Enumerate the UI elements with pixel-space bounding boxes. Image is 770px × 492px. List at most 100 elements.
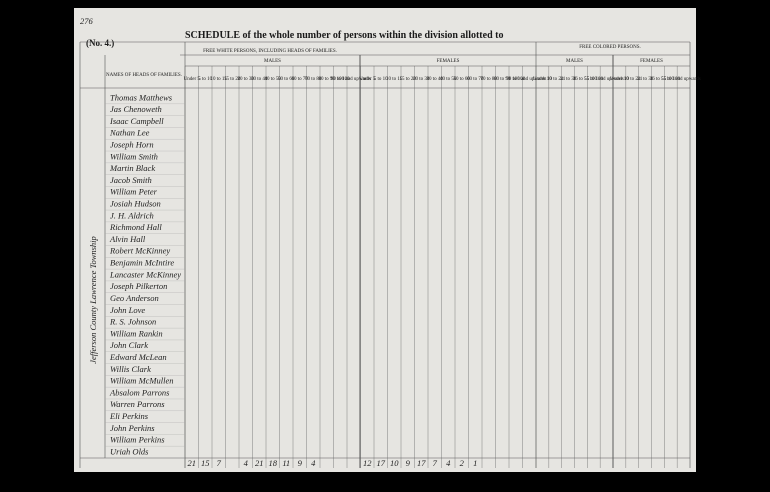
head-of-family: Geo Anderson — [110, 293, 159, 303]
side-note: Jefferson County Lawrence Township — [88, 236, 98, 364]
age-column-header: 50 to 60 — [278, 77, 295, 82]
female-total: 2 — [460, 458, 465, 468]
head-of-family: Joseph Horn — [110, 139, 154, 149]
female-total: 7 — [433, 458, 438, 468]
age-column-header: 10 to 24 — [547, 77, 564, 82]
head-of-family: Eli Perkins — [109, 411, 149, 421]
head-of-family: John Perkins — [110, 423, 155, 433]
male-total: 15 — [201, 458, 210, 468]
age-column-header: 100 and upwards — [337, 77, 371, 82]
head-of-family: John Clark — [110, 340, 148, 350]
age-column-header: 90 to 100 — [506, 77, 525, 82]
females-label: FEMALES — [437, 59, 460, 64]
male-total: 4 — [311, 458, 316, 468]
age-column-header: Under 10 — [533, 77, 552, 82]
head-of-family: Isaac Campbell — [109, 116, 164, 126]
age-column-header: 15 to 20 — [224, 77, 241, 82]
head-of-family: Jas Chenoweth — [110, 104, 162, 114]
head-of-family: Nathan Lee — [109, 128, 150, 138]
age-column-header: 55 to 100 — [661, 77, 680, 82]
head-of-family: Robert McKinney — [109, 246, 170, 256]
age-column-header: 24 to 36 — [637, 77, 654, 82]
schedule-title: SCHEDULE of the whole number of persons … — [185, 30, 503, 41]
head-of-family: Warren Parrons — [110, 399, 165, 409]
males-label: MALES — [264, 59, 281, 64]
age-column-header: 40 to 50 — [265, 77, 282, 82]
male-total: 4 — [244, 458, 249, 468]
age-column-header: 30 to 40 — [427, 77, 444, 82]
age-column-header: 100 and upwards — [512, 77, 546, 82]
age-column-header: 70 to 80 — [481, 77, 498, 82]
age-column-header: 90 to 100 — [331, 77, 350, 82]
ruled-lines — [79, 41, 691, 468]
age-column-header: 36 to 55 — [573, 77, 590, 82]
colored-females-label: FEMALES — [640, 59, 663, 64]
age-column-header: 80 to 90 — [319, 77, 336, 82]
female-total: 4 — [446, 458, 451, 468]
head-of-family: Benjamin McIntire — [110, 258, 174, 268]
male-total: 7 — [217, 458, 222, 468]
head-of-family: Thomas Matthews — [110, 92, 173, 102]
head-of-family: William Perkins — [110, 435, 165, 445]
head-of-family: William Peter — [110, 187, 158, 197]
age-column-header: 5 to 10 — [198, 77, 212, 82]
head-of-family: Willis Clark — [110, 364, 151, 374]
head-of-family: Joseph Pilkerton — [110, 281, 167, 291]
head-of-family: J. H. Aldrich — [110, 210, 154, 220]
age-column-header: 40 to 50 — [440, 77, 457, 82]
head-of-family: Josiah Hudson — [110, 199, 161, 209]
female-total: 12 — [363, 458, 372, 468]
age-column-header: 70 to 80 — [305, 77, 322, 82]
female-total: 9 — [406, 458, 411, 468]
age-column-header: Under 5 — [184, 77, 201, 82]
female-total: 17 — [417, 458, 426, 468]
age-column-header: 50 to 60 — [454, 77, 471, 82]
age-column-header: 30 to 40 — [251, 77, 268, 82]
age-column-header: 60 to 70 — [292, 77, 309, 82]
page-number: 276 — [80, 16, 94, 26]
head-of-family: Uriah Olds — [110, 446, 149, 456]
age-column-header: 60 to 70 — [467, 77, 484, 82]
head-of-family: William Smith — [110, 151, 158, 161]
age-column-header: 100 and upwards — [589, 77, 623, 82]
head-of-family: Alvin Hall — [109, 234, 146, 244]
head-of-family: Edward McLean — [109, 352, 167, 362]
head-of-family: William Rankin — [110, 328, 163, 338]
head-of-family: Lancaster McKinney — [109, 269, 181, 279]
head-of-family: John Love — [110, 305, 145, 315]
age-column-header: 80 to 90 — [494, 77, 511, 82]
age-column-header: 24 to 36 — [560, 77, 577, 82]
paper — [74, 8, 696, 472]
male-total: 11 — [282, 458, 290, 468]
age-column-header: 20 to 30 — [238, 77, 255, 82]
head-of-family: Richmond Hall — [109, 222, 162, 232]
age-column-header: Under 10 — [610, 77, 629, 82]
head-of-family: Jacob Smith — [110, 175, 152, 185]
male-total: 21 — [255, 458, 264, 468]
age-column-header: Under 5 — [359, 77, 376, 82]
free-white-header: FREE WHITE PERSONS, INCLUDING HEADS OF F… — [203, 49, 337, 54]
colored-males-label: MALES — [566, 59, 583, 64]
age-column-header: 55 to 100 — [584, 77, 603, 82]
head-of-family: Martin Black — [109, 163, 155, 173]
head-of-family: R. S. Johnson — [109, 317, 156, 327]
age-column-header: 15 to 20 — [400, 77, 417, 82]
male-total: 9 — [298, 458, 303, 468]
age-column-header: 36 to 55 — [650, 77, 667, 82]
form-number: (No. 4.) — [86, 38, 114, 48]
age-column-header: 10 to 15 — [386, 77, 403, 82]
age-column-header: 100 and upwards — [666, 77, 700, 82]
age-column-header: 20 to 30 — [413, 77, 430, 82]
age-column-header: 10 to 24 — [624, 77, 641, 82]
male-total: 18 — [269, 458, 278, 468]
female-total: 10 — [390, 458, 399, 468]
head-of-family: William McMullen — [110, 376, 174, 386]
female-total: 17 — [377, 458, 386, 468]
free-colored-header: FREE COLORED PERSONS. — [579, 45, 641, 50]
age-column-header: 5 to 10 — [374, 77, 388, 82]
female-total: 1 — [473, 458, 477, 468]
head-of-family: Absalom Parrons — [109, 387, 170, 397]
age-column-header: 10 to 15 — [211, 77, 228, 82]
names-header: NAMES OF HEADS OF FAMILIES. — [106, 73, 182, 78]
